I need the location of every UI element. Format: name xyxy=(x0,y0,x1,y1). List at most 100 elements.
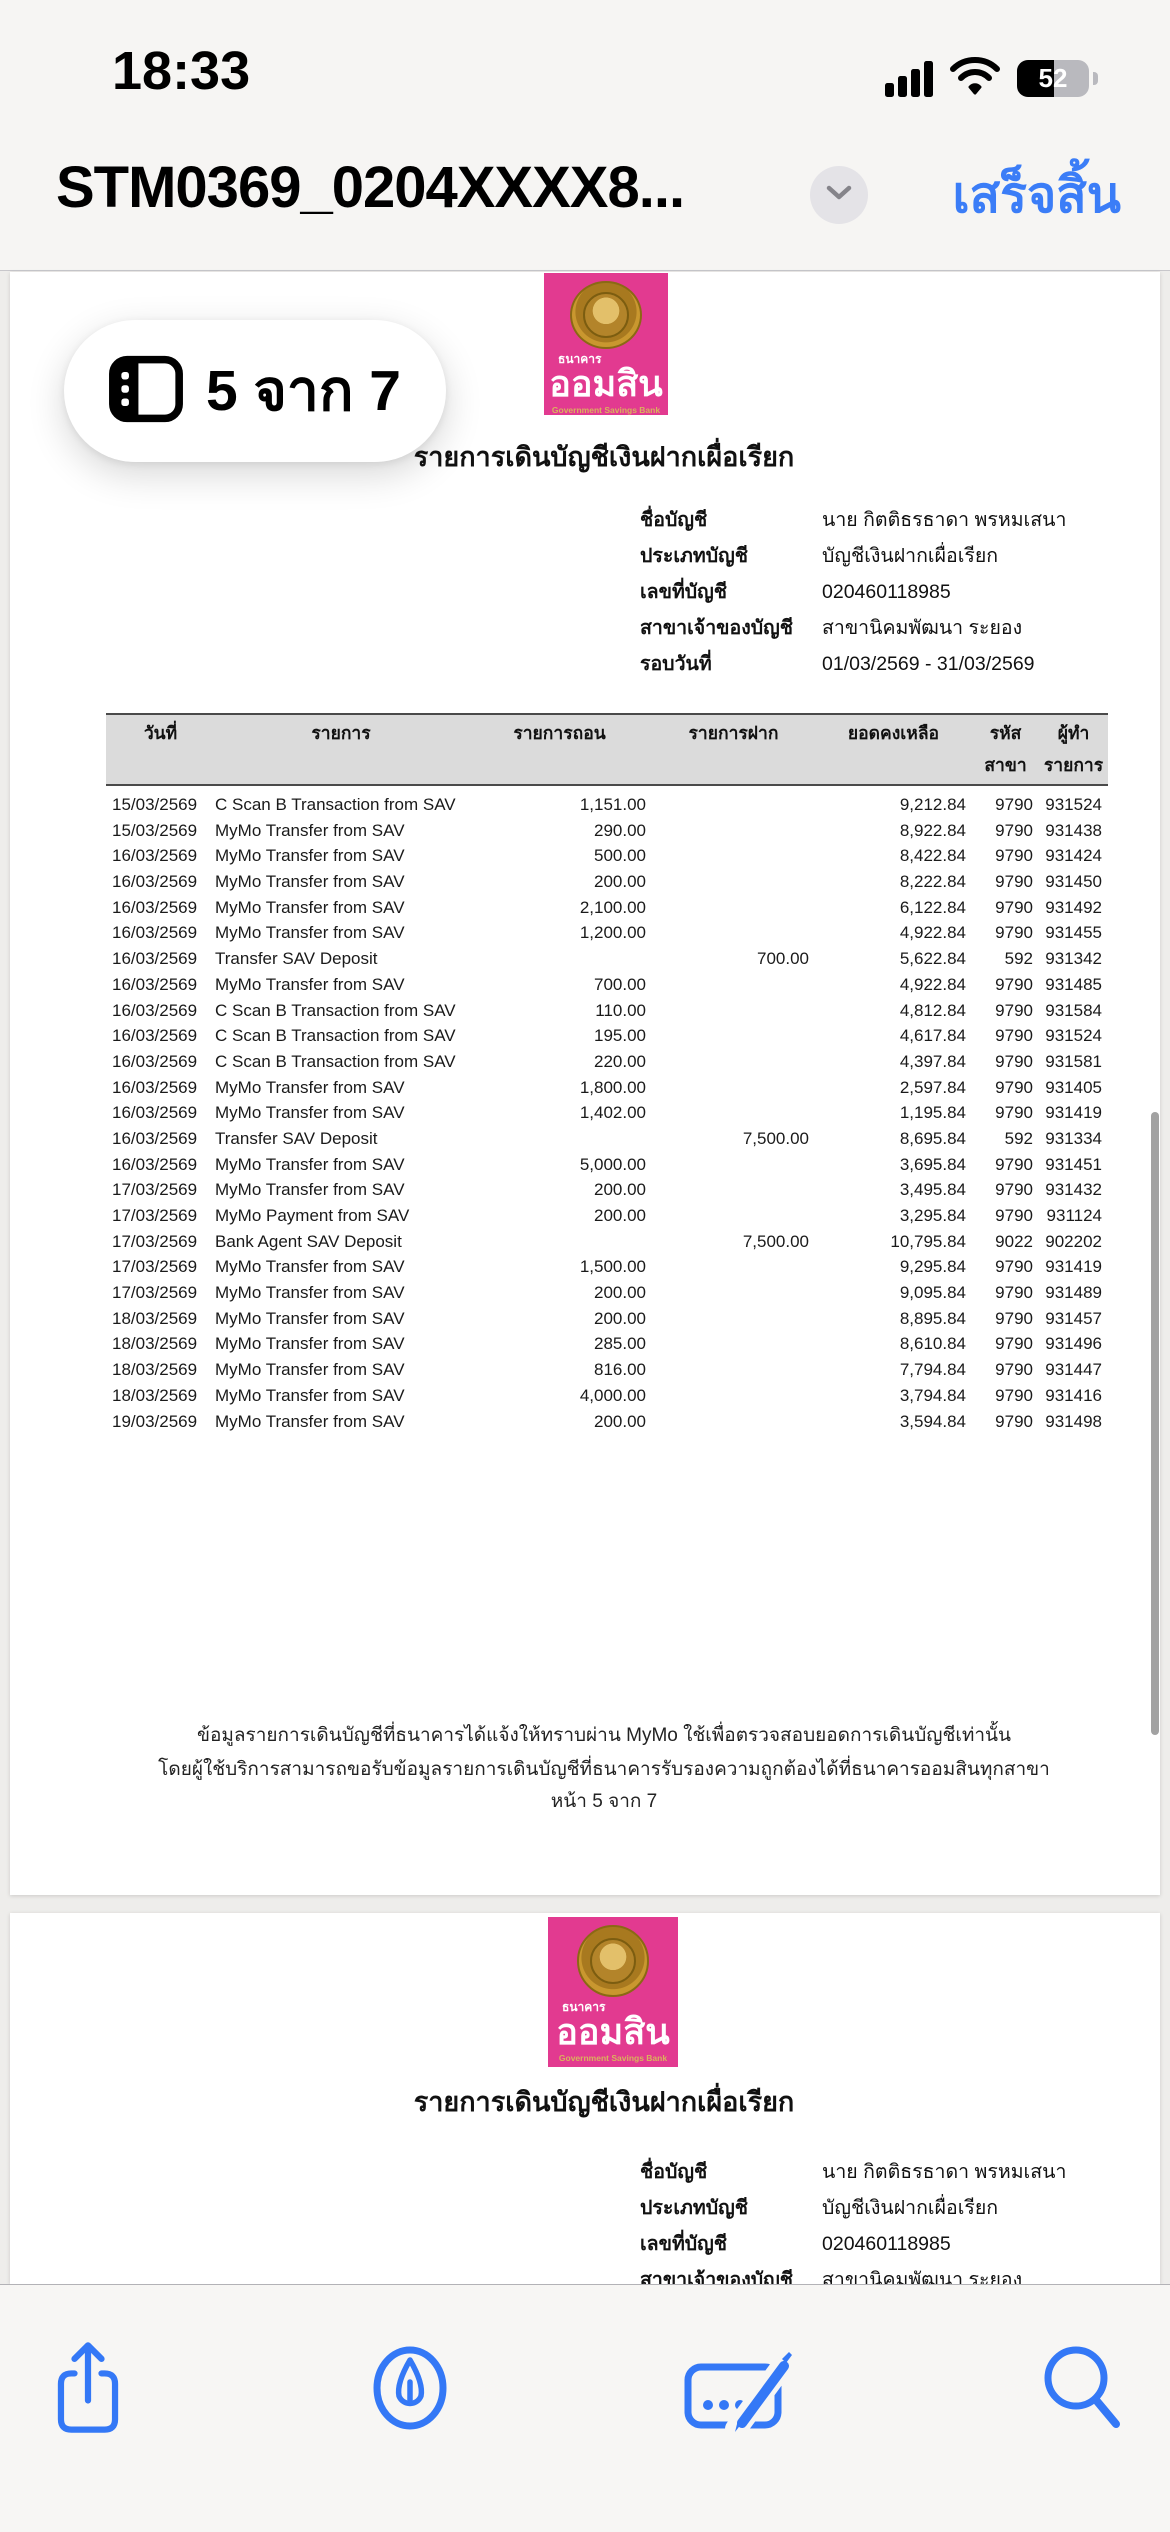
done-button[interactable]: เสร็จสิ้น xyxy=(952,167,1121,223)
cell-bal: 4,812.84 xyxy=(899,1000,966,1020)
cell-bal: 4,922.84 xyxy=(899,974,966,994)
table-body: 15/03/2569 C Scan B Transaction from SAV 1… xyxy=(106,786,1108,1434)
header-line1: ยอดคงเหลือ xyxy=(847,723,940,743)
cell-desc: MyMo Transfer from SAV xyxy=(215,1103,405,1123)
battery-percent: 52 xyxy=(1038,63,1068,93)
account-info-value: นาย กิตติธรธาดา พรหมเสนา xyxy=(822,509,1067,531)
search-button[interactable] xyxy=(1017,2315,1147,2465)
cell-bal: 9,212.84 xyxy=(899,795,966,814)
cell-out: 200.00 xyxy=(594,1411,646,1431)
cell-by: 931342 xyxy=(1045,949,1102,969)
footer-disclaimer-1: ข้อมูลรายการเดินบัญชีที่ธนาคารได้แจ้งให้… xyxy=(196,1725,1012,1746)
cell-by: 931496 xyxy=(1045,1334,1102,1354)
header-line1: รายการ xyxy=(311,723,371,743)
cell-in xyxy=(652,1100,815,1126)
bank-name: ออมสิน xyxy=(556,2011,670,2052)
cellular-signal-icon xyxy=(885,60,933,97)
cell-by: 902202 xyxy=(1045,1231,1102,1251)
cell-in xyxy=(652,998,815,1024)
share-button[interactable] xyxy=(23,2315,153,2465)
pdf-page-6: ธนาคาร ออมสิน Government Savings Bank รา… xyxy=(10,1913,1160,2284)
cell-br: 9790 xyxy=(995,1000,1033,1020)
scrollbar-thumb[interactable] xyxy=(1151,1112,1159,1735)
cell-bal: 4,922.84 xyxy=(899,923,966,943)
transaction-row: 16/03/2569 Transfer SAV Deposit 7,500.00 8,… xyxy=(106,1126,1108,1152)
markup-button[interactable] xyxy=(345,2315,475,2465)
account-info-value: 020460118985 xyxy=(822,581,951,603)
header-line1: รายการถอน xyxy=(513,723,606,743)
account-info-value: 020460118985 xyxy=(822,2233,951,2255)
cell-bal: 8,695.84 xyxy=(899,1128,966,1148)
page-indicator-pill[interactable]: 5 จาก 7 xyxy=(64,320,446,462)
cell-by: 931334 xyxy=(1045,1128,1102,1148)
cell-out xyxy=(467,1126,652,1152)
transaction-row: 16/03/2569 C Scan B Transaction from SAV 1… xyxy=(106,998,1108,1024)
cell-date: 16/03/2569 xyxy=(112,1077,198,1097)
cell-br: 9790 xyxy=(995,1154,1033,1174)
status-bar: 18:33 52 xyxy=(0,0,1170,120)
cell-in xyxy=(652,1049,815,1075)
cell-br: 9790 xyxy=(995,1051,1033,1071)
bank-name-en: Government Savings Bank xyxy=(551,405,661,415)
cell-br: 9790 xyxy=(995,795,1033,814)
markup-icon xyxy=(360,2334,460,2447)
cell-date: 16/03/2569 xyxy=(112,1051,198,1071)
signature-icon xyxy=(680,2333,808,2448)
cell-bal: 1,195.84 xyxy=(899,1103,966,1123)
account-info-value: 01/03/2569 - 31/03/2569 xyxy=(822,653,1035,675)
cell-desc: MyMo Transfer from SAV xyxy=(215,1283,405,1303)
transaction-row: 18/03/2569 MyMo Transfer from SAV 200.00 8,… xyxy=(106,1306,1108,1332)
status-icons: 52 xyxy=(885,56,1098,101)
cell-bal: 8,610.84 xyxy=(899,1334,966,1354)
title-menu-button[interactable] xyxy=(810,166,868,224)
cell-bal: 6,122.84 xyxy=(899,897,966,917)
transaction-row: 16/03/2569 MyMo Transfer from SAV 200.00 8,… xyxy=(106,869,1108,895)
cell-bal: 9,095.84 xyxy=(899,1283,966,1303)
cell-out: 285.00 xyxy=(594,1334,646,1354)
cell-out: 500.00 xyxy=(594,846,646,866)
cell-in xyxy=(652,1409,815,1435)
cell-br: 9790 xyxy=(995,1411,1033,1431)
cell-in xyxy=(652,1280,815,1306)
cell-date: 17/03/2569 xyxy=(112,1206,198,1225)
cell-in xyxy=(652,1152,815,1178)
cell-date: 16/03/2569 xyxy=(112,1103,198,1123)
cell-by: 931498 xyxy=(1045,1411,1102,1431)
cell-out: 1,500.00 xyxy=(579,1257,646,1277)
cell-in xyxy=(652,1331,815,1357)
cell-out: 700.00 xyxy=(594,974,646,994)
gsb-bank-logo: ธนาคาร ออมสิน Government Savings Bank xyxy=(548,1917,678,2067)
account-info-label: สาขาเจ้าของบัญชี xyxy=(640,2269,793,2284)
transaction-row: 18/03/2569 MyMo Transfer from SAV 285.00 8,… xyxy=(106,1331,1108,1357)
cell-desc: MyMo Transfer from SAV xyxy=(215,1308,405,1328)
signature-button[interactable] xyxy=(679,2315,809,2465)
account-info-value: บัญชีเงินฝากเผื่อเรียก xyxy=(822,545,999,567)
cell-out: 200.00 xyxy=(594,1283,646,1303)
cell-in xyxy=(652,1075,815,1101)
cell-br: 9790 xyxy=(995,872,1033,892)
cell-br: 9790 xyxy=(995,974,1033,994)
pdf-scroll-area[interactable]: ธนาคาร ออมสิน Government Savings Bank รา… xyxy=(0,271,1170,2284)
transaction-row: 17/03/2569 MyMo Payment from SAV 200.00 3,2… xyxy=(106,1203,1108,1229)
cell-bal: 3,594.84 xyxy=(899,1411,966,1431)
transaction-row: 16/03/2569 MyMo Transfer from SAV 1,402.00… xyxy=(106,1100,1108,1126)
transaction-row: 15/03/2569 MyMo Transfer from SAV 290.00 8,… xyxy=(106,818,1108,844)
transaction-row: 16/03/2569 MyMo Transfer from SAV 1,200.00… xyxy=(106,920,1108,946)
cell-out: 5,000.00 xyxy=(579,1154,646,1174)
cell-br: 9790 xyxy=(995,1077,1033,1097)
cell-in xyxy=(652,1254,815,1280)
cell-desc: MyMo Transfer from SAV xyxy=(215,897,405,917)
cell-desc: MyMo Transfer from SAV xyxy=(215,872,405,892)
cell-in xyxy=(652,895,815,921)
table-header-cell: รายการ xyxy=(215,715,467,784)
battery-cap xyxy=(1093,72,1098,85)
cell-by: 931424 xyxy=(1045,846,1102,866)
cell-desc: C Scan B Transaction from SAV xyxy=(215,1051,456,1071)
cell-by: 931438 xyxy=(1045,820,1102,840)
pdf-page-5: ธนาคาร ออมสิน Government Savings Bank รา… xyxy=(10,272,1160,1895)
cell-by: 931124 xyxy=(1046,1206,1102,1225)
header-line1: รายการฝาก xyxy=(688,723,779,743)
cell-by: 931524 xyxy=(1045,1026,1102,1046)
cell-bal: 10,795.84 xyxy=(890,1231,966,1251)
transaction-row: 16/03/2569 Transfer SAV Deposit 700.00 5,62… xyxy=(106,946,1108,972)
